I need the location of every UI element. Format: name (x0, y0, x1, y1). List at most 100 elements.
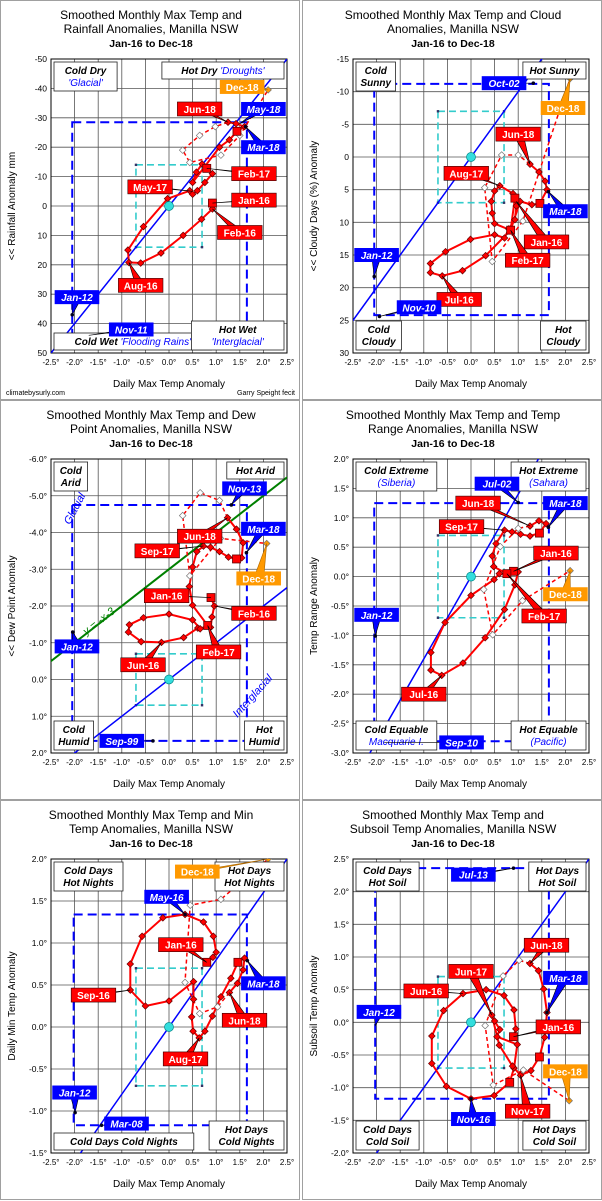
callout-text: Dec-18 (181, 868, 214, 879)
x-tick-label: -2.0° (66, 758, 83, 767)
chart-title: Temp Anomalies, Manilla NSW (69, 822, 234, 836)
chart-panel-3: Smoothed Monthly Max Temp and Dew Point A… (0, 400, 300, 800)
callout-jan-12: Jan-12 (52, 1085, 97, 1113)
data-point-marker (518, 596, 527, 605)
x-tick-label: 1.0° (209, 758, 223, 767)
x-tick-label: 1.0° (209, 1158, 223, 1167)
callout-text: Mar-18 (247, 979, 280, 990)
callout-box (438, 519, 485, 534)
callout-nov-11: Nov-11 (88, 322, 154, 337)
callout-feb-16: Feb-16 (214, 605, 277, 621)
x-tick-label: 0.0° (464, 1158, 478, 1167)
quadrant-label-text: Hot Days (225, 1125, 269, 1136)
plot-border (50, 858, 288, 1154)
callout-may-18: May-18 (239, 101, 286, 124)
data-point-marker (165, 610, 173, 618)
data-point-marker (511, 215, 519, 224)
data-point-marker (534, 966, 543, 975)
quadrant-label-text: Hot (256, 725, 273, 736)
callout-text: Jan-16 (151, 592, 183, 603)
callout-jun-18: Jun-18 (495, 126, 541, 165)
callout-box (118, 278, 164, 293)
y-tick-label: 0.0° (32, 1022, 47, 1032)
y-tick-label: 0.5° (334, 542, 349, 552)
callout-box (54, 290, 100, 305)
callout-jan-16: Jan-16 (513, 1019, 581, 1038)
data-point-marker (185, 158, 194, 167)
y-tick-label: -20 (35, 142, 48, 152)
data-point-marker (490, 187, 499, 195)
y-tick-label: -3.0° (29, 564, 47, 574)
callout-box (543, 587, 588, 602)
data-point-marker (188, 178, 197, 187)
callout-text: May-16 (150, 893, 184, 904)
data-point-marker (495, 1025, 504, 1034)
y-tick-label: -2.0° (331, 1148, 349, 1158)
callout-jan-16: Jan-16 (513, 545, 579, 572)
callout-box (52, 1085, 97, 1100)
callout-text: Feb-16 (238, 609, 271, 620)
callout-text: Jun-16 (127, 661, 160, 672)
x-tick-label: -0.5° (439, 758, 456, 767)
x-axis-label: Daily Max Temp Anomaly (113, 379, 225, 390)
plot-border (352, 458, 590, 754)
quadrant-label-tr: Hot Extreme(Sahara) (510, 461, 587, 492)
data-point-marker (213, 1003, 222, 1011)
footer-credit-left: climatebysurly.com (6, 390, 65, 397)
callout-jan-16: Jan-16 (516, 201, 570, 250)
callout-box (221, 1012, 268, 1028)
y-tick-label: 30 (340, 348, 350, 358)
y-tick-label: -10 (35, 172, 48, 182)
data-point-marker (188, 601, 197, 610)
callout-text: Jul-16 (409, 690, 438, 701)
y-tick-label: -1.5° (29, 1148, 47, 1158)
y-tick-label: 50 (38, 348, 48, 358)
y-tick-label: -5 (341, 119, 349, 129)
callout-text: Jan-12 (361, 251, 393, 262)
callout-jun-18: Jun-18 (455, 495, 531, 527)
data-point-marker (488, 631, 497, 639)
callout-jan-12: Jan-12 (54, 631, 100, 654)
data-point-marker (428, 1032, 436, 1040)
data-point-marker (193, 547, 201, 556)
y-axis-label: << Cloudy Days (%) Anomaly (309, 141, 320, 272)
callout-text: Dec-18 (226, 83, 259, 94)
callout-box (177, 528, 223, 544)
box-corner-marker (436, 534, 440, 537)
quadrant-label-text: 'Interglacial' (212, 337, 265, 348)
data-point-marker (514, 524, 522, 533)
data-point-marker (458, 266, 467, 275)
callout-feb-17: Feb-17 (195, 625, 242, 660)
quadrant-label-text: Cold Equable (364, 725, 428, 736)
quadrant-label-text: Hot Soil (539, 878, 577, 889)
data-point-marker (490, 1091, 498, 1100)
callout-text: Jun-18 (184, 105, 217, 116)
callout-box (144, 889, 189, 904)
x-tick-label: 2.0° (256, 758, 270, 767)
y-tick-label: 20 (340, 283, 350, 293)
data-point-marker (126, 960, 135, 968)
callout-box (241, 976, 286, 991)
data-point-marker (490, 1017, 499, 1025)
quadrant-label-text: Cold Soil (366, 1137, 410, 1148)
callout-box (401, 686, 447, 702)
callout-may-16: May-16 (144, 889, 189, 915)
callout-box (222, 481, 267, 496)
callout-text: Nov-11 (115, 325, 148, 336)
y-tick-label: 0.0° (334, 572, 349, 582)
quadrant-label-text: Sunny (360, 78, 391, 89)
x-tick-label: 0.5° (185, 758, 199, 767)
chart-title: Smoothed Monthly Max Temp and Min (49, 808, 254, 822)
callout-text: Jan-12 (363, 1008, 395, 1019)
plot-border (50, 58, 288, 354)
january-square-marker (233, 957, 243, 967)
callout-text: Aug-17 (449, 169, 483, 180)
x-tick-label: -2.5° (43, 1158, 60, 1167)
x-tick-label: 2.0° (558, 358, 572, 367)
data-point-marker (427, 666, 435, 674)
callout-text: May-18 (246, 105, 280, 116)
data-point-marker (195, 131, 204, 140)
